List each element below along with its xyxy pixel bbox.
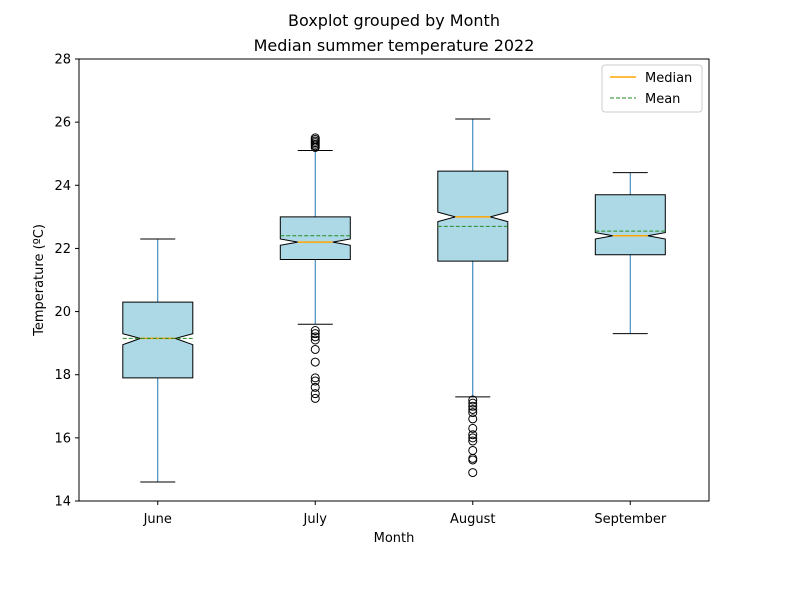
y-tick-label: 14 [54, 495, 71, 510]
box-body [594, 194, 666, 256]
outlier-point [310, 133, 320, 143]
box-group-august [437, 118, 509, 478]
x-tick-label: August [450, 512, 496, 527]
outlier-point [468, 423, 478, 433]
box-group-september [594, 172, 666, 335]
chart-suptitle: Boxplot grouped by Month [288, 11, 500, 30]
box-body [437, 170, 509, 262]
x-axis-label: Month [374, 531, 415, 546]
outlier-point [310, 393, 320, 403]
outlier-point [468, 398, 478, 408]
box-body [279, 216, 351, 260]
plot-area: 14 16 18 20 22 24 26 28 June July August September [54, 53, 710, 527]
outlier-point [468, 436, 478, 446]
y-axis-label: Temperature (ºC) [32, 224, 47, 337]
outlier-point [310, 382, 320, 392]
outlier-point [468, 430, 478, 440]
outlier-point [468, 455, 478, 465]
y-tick-label: 28 [54, 53, 71, 68]
outlier-point [310, 344, 320, 354]
y-tick-label: 22 [54, 242, 71, 257]
legend: Median Mean [601, 64, 703, 113]
outlier-point [310, 389, 320, 399]
outlier-point [310, 335, 320, 345]
outlier-point [310, 326, 320, 336]
outlier-point [310, 357, 320, 367]
y-tick-label: 24 [54, 179, 71, 194]
outlier-point [468, 414, 478, 424]
outlier-point [468, 404, 478, 414]
outlier-point [468, 395, 478, 405]
outlier-point [468, 433, 478, 443]
y-tick-label: 18 [54, 368, 71, 383]
chart-title: Median summer temperature 2022 [254, 36, 535, 55]
outlier-point [468, 468, 478, 478]
y-tick-label: 26 [54, 116, 71, 131]
x-tick-label: June [143, 512, 172, 527]
x-tick-label: September [594, 512, 667, 527]
outlier-point [310, 332, 320, 342]
axes-frame [78, 58, 710, 502]
legend-label: Median [645, 71, 692, 86]
legend-label: Mean [645, 92, 680, 107]
outlier-point [468, 408, 478, 418]
outlier-point [468, 445, 478, 455]
outlier-point [310, 376, 320, 386]
y-tick-label: 20 [54, 305, 71, 320]
outlier-point [468, 401, 478, 411]
box-body [122, 301, 194, 379]
box-group-june [122, 238, 194, 483]
box-group-july [279, 133, 351, 403]
x-tick-label: July [303, 512, 328, 527]
outlier-point [310, 373, 320, 383]
y-tick-label: 16 [54, 431, 71, 446]
outlier-point [310, 329, 320, 339]
